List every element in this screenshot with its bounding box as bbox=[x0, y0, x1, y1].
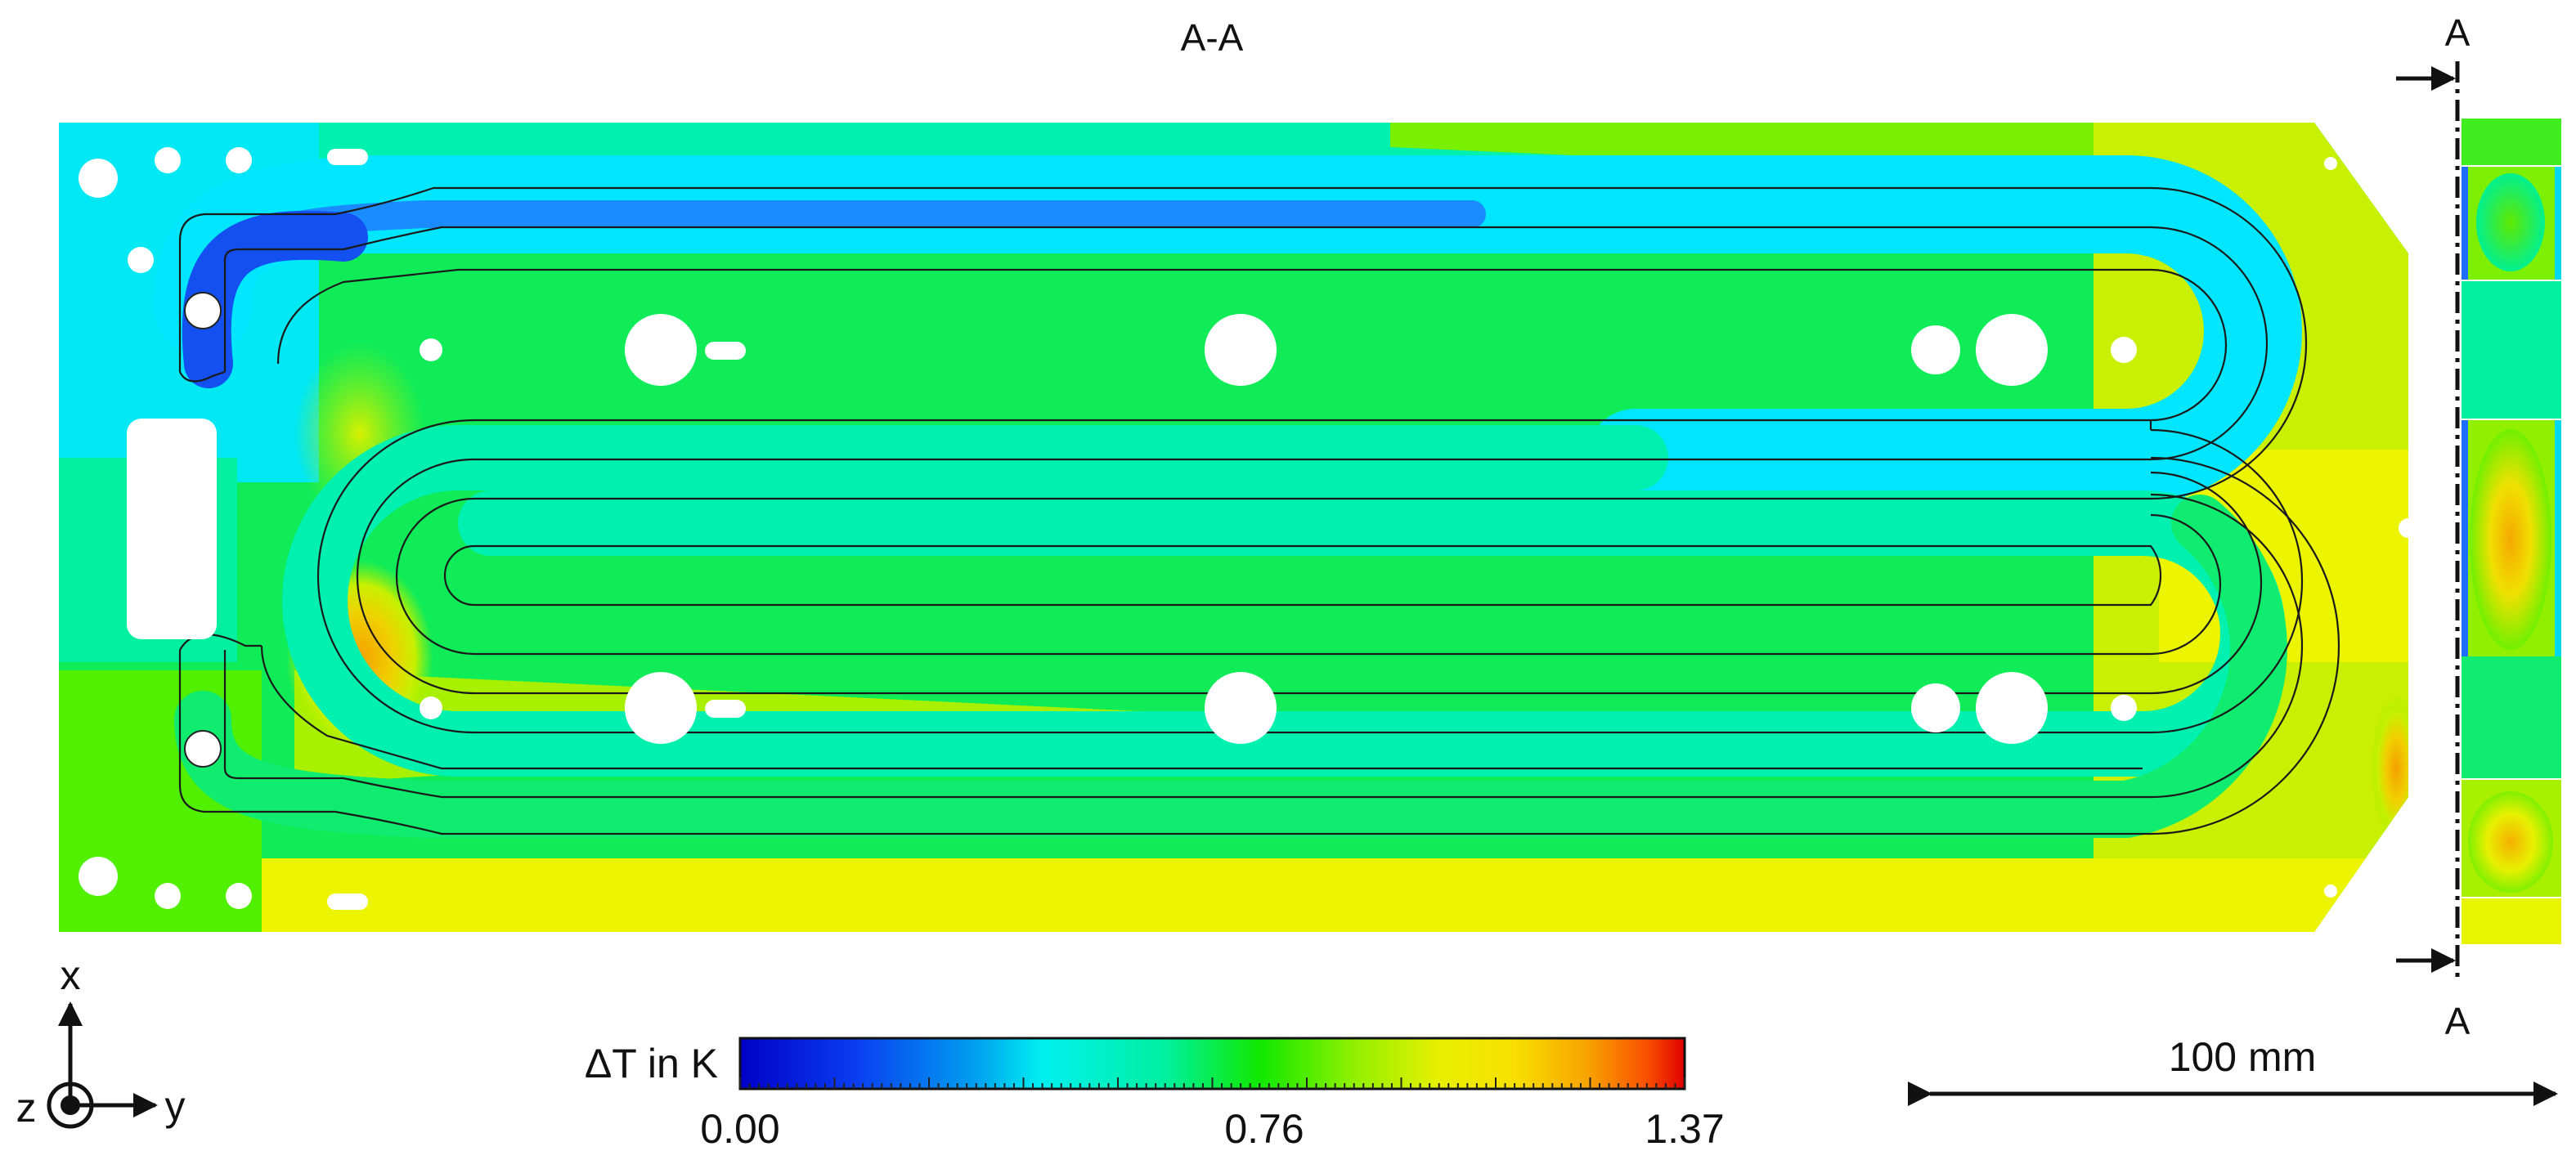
z-axis-symbol bbox=[47, 1082, 94, 1129]
section-spot-top bbox=[2476, 173, 2545, 271]
slot bbox=[705, 342, 746, 360]
colorbar-min-label: 0.00 bbox=[700, 1106, 779, 1152]
notch bbox=[2324, 885, 2337, 898]
hole bbox=[226, 147, 252, 173]
hole bbox=[79, 159, 118, 198]
scale-bar-label: 100 mm bbox=[2169, 1034, 2317, 1080]
hole bbox=[1205, 314, 1277, 386]
notch bbox=[2399, 518, 2408, 538]
hole bbox=[420, 696, 442, 719]
section-marker-bottom: A bbox=[2445, 1000, 2471, 1042]
rect-cutout bbox=[127, 419, 217, 639]
axis-label-x: x bbox=[61, 952, 81, 998]
notch bbox=[2324, 157, 2337, 170]
section-marker-top: A bbox=[2445, 11, 2471, 54]
hole bbox=[420, 338, 442, 361]
hole bbox=[1205, 672, 1277, 744]
axis-label-z: z bbox=[16, 1085, 37, 1131]
hotspot-right-edge bbox=[2372, 695, 2408, 842]
hole bbox=[2111, 337, 2137, 363]
section-hotspot-bottom bbox=[2468, 791, 2553, 893]
hole bbox=[1976, 672, 2048, 744]
coordinate-axes bbox=[47, 1001, 158, 1129]
colorbar-max-label: 1.37 bbox=[1645, 1106, 1724, 1152]
section-title: A-A bbox=[1181, 16, 1244, 59]
section-view bbox=[2462, 119, 2561, 944]
hole bbox=[1976, 314, 2048, 386]
slot bbox=[327, 894, 368, 910]
hole bbox=[79, 857, 118, 896]
hole bbox=[155, 147, 181, 173]
hole bbox=[2111, 695, 2137, 721]
channel-band-return bbox=[174, 495, 2287, 838]
hole bbox=[625, 672, 697, 744]
hole bbox=[226, 883, 252, 909]
hole bbox=[1911, 325, 1960, 374]
colorbar-mid-label: 0.76 bbox=[1224, 1106, 1304, 1152]
hole bbox=[155, 883, 181, 909]
section-hotspot-mid bbox=[2470, 429, 2551, 650]
plate-contour-plot bbox=[59, 123, 2408, 932]
plate-holes bbox=[184, 292, 222, 768]
slot bbox=[705, 700, 746, 718]
colorbar-label: ΔT in K bbox=[585, 1041, 718, 1086]
colorbar-ticks bbox=[739, 1077, 1685, 1089]
hole bbox=[625, 314, 697, 386]
hole bbox=[1911, 683, 1960, 732]
field-bottom-yellow bbox=[245, 858, 2408, 932]
axis-label-y: y bbox=[165, 1083, 186, 1129]
hole bbox=[128, 247, 154, 273]
slot bbox=[327, 149, 368, 165]
colorbar-gradient bbox=[738, 1037, 1686, 1091]
